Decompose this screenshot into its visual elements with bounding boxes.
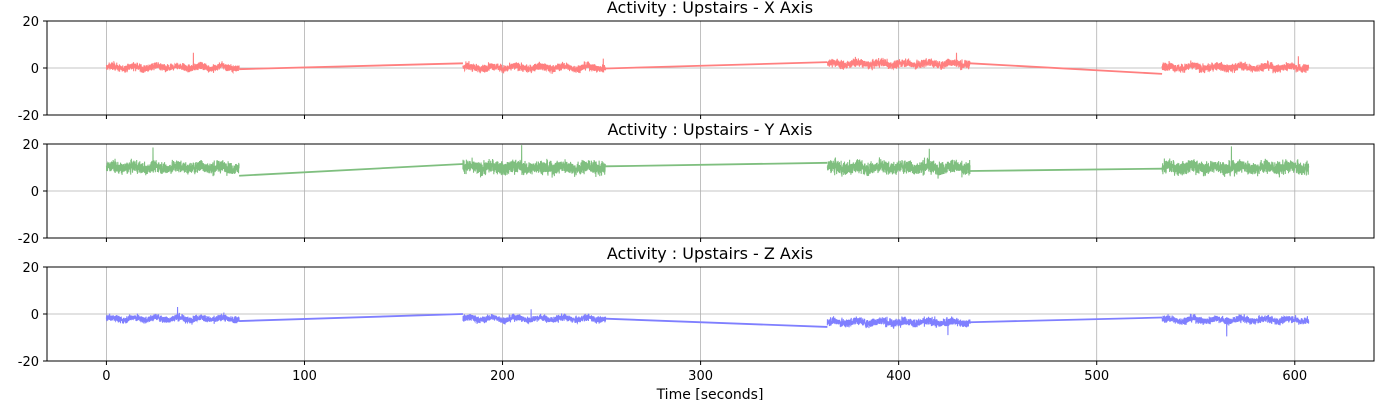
- series-signal-segment: [1161, 313, 1310, 337]
- series-signal-segment: [462, 58, 607, 74]
- x-tick-label: 0: [102, 369, 110, 384]
- series-connector: [239, 313, 463, 322]
- x-tick-label: 500: [1084, 369, 1109, 384]
- y-tick-label: 20: [22, 138, 39, 153]
- subplot-title: Activity : Upstairs - X Axis: [607, 0, 813, 17]
- y-tick-label: -20: [18, 355, 39, 370]
- y-tick-label: -20: [18, 109, 39, 124]
- y-tick-labels: -20 0 20: [18, 261, 47, 370]
- x-tick-label: 300: [688, 369, 713, 384]
- series-signal-segment: [462, 145, 607, 178]
- x-tick-marks: [105, 238, 1296, 242]
- y-tick-label: 0: [31, 185, 39, 200]
- x-tick-marks: [105, 115, 1296, 119]
- y-tick-labels: -20 0 20: [18, 15, 47, 124]
- series-signal-segment: [1161, 56, 1310, 74]
- subplot-title: Activity : Upstairs - Z Axis: [607, 244, 813, 263]
- x-tick-label: 200: [490, 369, 515, 384]
- series-signal-segment: [826, 148, 971, 179]
- series-signal-segment: [105, 147, 240, 177]
- series-signal-segment: [105, 306, 240, 325]
- y-tick-labels: -20 0 20: [18, 138, 47, 247]
- y-tick-label: 20: [22, 261, 39, 276]
- y-tick-label: 0: [31, 308, 39, 323]
- series-connector: [605, 317, 828, 328]
- subplot-z-axis: Activity : Upstairs - Z Axis -20 0 20 0 100…: [18, 244, 1375, 400]
- series-connector: [969, 62, 1163, 75]
- series-signal-segment: [462, 309, 607, 325]
- subplot-x-axis: Activity : Upstairs - X Axis -20 0 20: [18, 0, 1375, 124]
- x-tick-marks: 0 100 200 300 400 500 600: [102, 361, 1307, 384]
- series-connector: [239, 163, 463, 177]
- series-connector: [239, 62, 463, 71]
- x-tick-label: 600: [1282, 369, 1307, 384]
- series-signal-segment: [826, 52, 971, 71]
- series-signal-segment: [826, 316, 971, 336]
- series-marks: [105, 52, 1310, 75]
- x-tick-label: 400: [886, 369, 911, 384]
- y-tick-label: -20: [18, 232, 39, 247]
- series-connector: [969, 167, 1163, 172]
- series-signal-segment: [1161, 146, 1310, 178]
- series-marks: [105, 306, 1310, 337]
- grid-lines: [47, 143, 1374, 239]
- subplot-title: Activity : Upstairs - Y Axis: [607, 120, 812, 139]
- y-tick-label: 0: [31, 62, 39, 77]
- y-tick-label: 20: [22, 15, 39, 30]
- x-tick-label: 100: [292, 369, 317, 384]
- series-connector: [605, 61, 828, 70]
- x-axis-label: Time [seconds]: [656, 387, 764, 400]
- subplot-y-axis: Activity : Upstairs - Y Axis -20 0 20: [18, 120, 1375, 247]
- series-connector: [969, 316, 1163, 324]
- grid-lines: [47, 266, 1374, 362]
- series-marks: [105, 145, 1310, 179]
- series-signal-segment: [105, 52, 240, 74]
- series-connector: [605, 161, 828, 168]
